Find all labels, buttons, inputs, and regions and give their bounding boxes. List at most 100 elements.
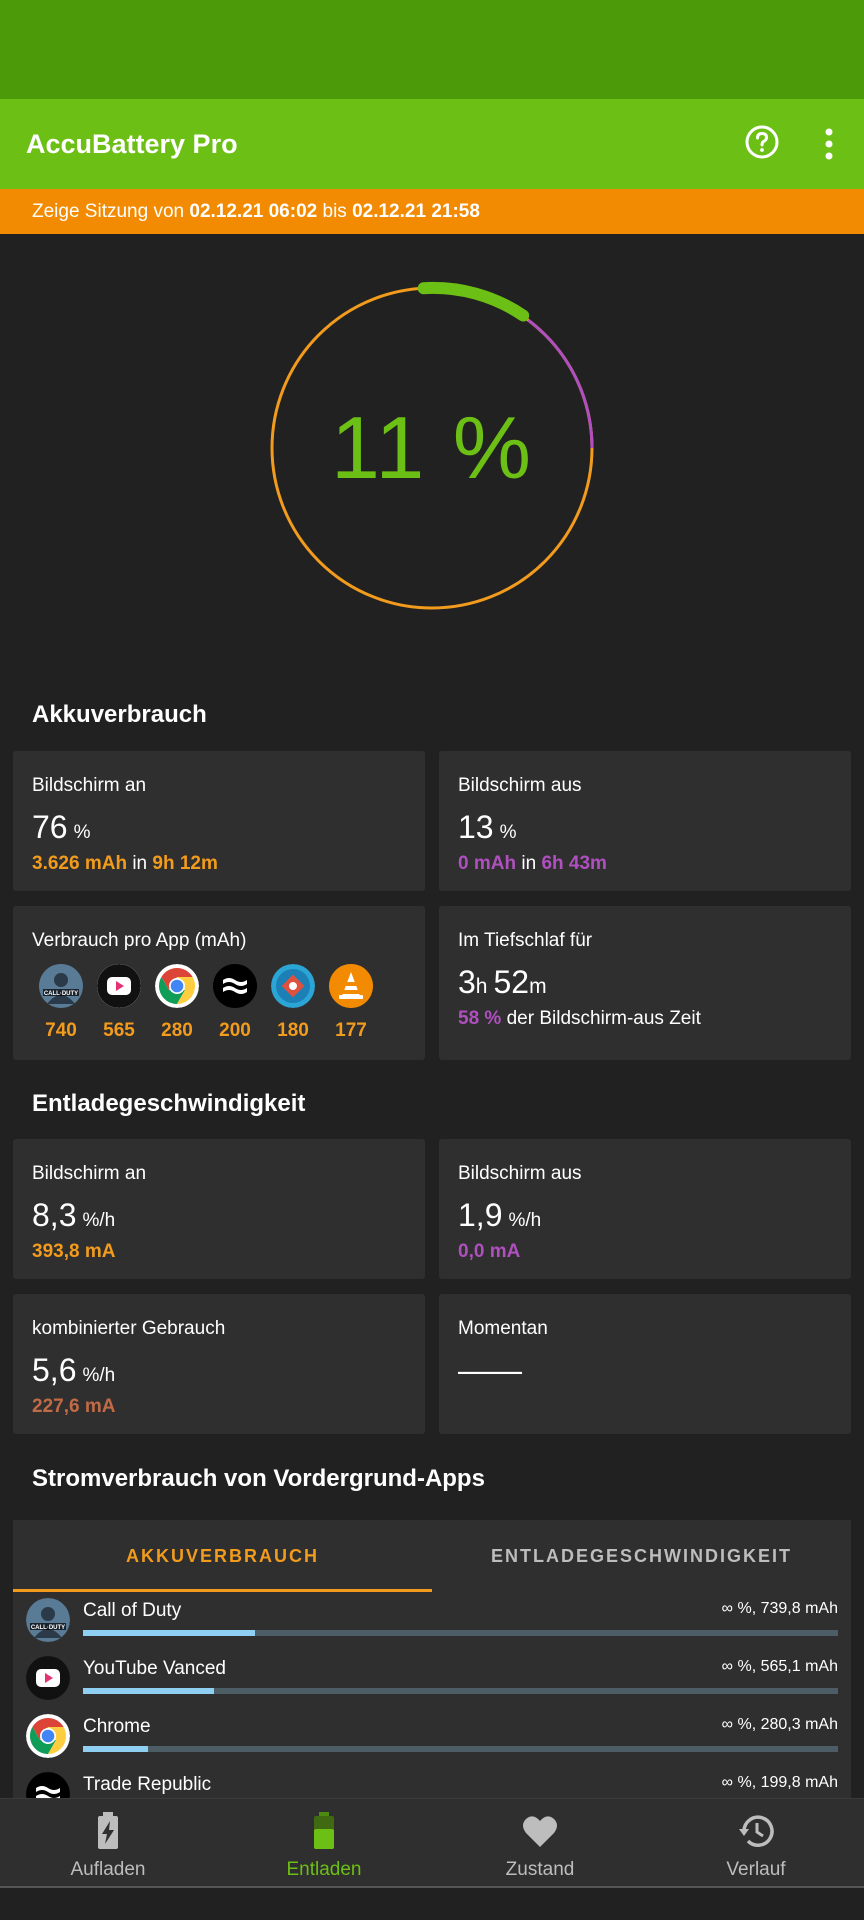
chrome-icon[interactable]	[155, 964, 199, 1008]
card-sub: 227,6 mA	[32, 1396, 116, 1417]
app-usage: ∞ %, 280,3 mAh	[721, 1716, 838, 1733]
list-item[interactable]: CALL·DUTY Call of Duty ∞ %, 739,8 mAh	[13, 1592, 851, 1650]
nav-verlauf[interactable]: Verlauf	[648, 1799, 864, 1889]
app-icons-row: CALL·DUTY 740 565 280 200 180	[32, 964, 380, 1042]
discharge-screen-off-card[interactable]: Bildschirm aus 1,9 %/h 0,0 mA	[439, 1139, 851, 1279]
card-label: Bildschirm an	[32, 775, 147, 796]
card-label: Momentan	[458, 1318, 548, 1339]
battery-charging-icon	[98, 1812, 118, 1849]
usage-bar-fill	[83, 1630, 256, 1636]
session-prefix: Zeige Sitzung von	[32, 201, 190, 222]
discharge-current-card[interactable]: Momentan ——	[439, 1294, 851, 1434]
app-usage: ∞ %, 565,1 mAh	[721, 1658, 838, 1675]
gesture-area	[0, 1888, 864, 1920]
session-from: 02.12.21 06:02	[189, 201, 318, 222]
app-bar: AccuBattery Pro	[0, 99, 864, 189]
trade-republic-icon	[26, 1772, 70, 1798]
youtube-vanced-icon[interactable]	[97, 964, 141, 1008]
usage-bar	[83, 1688, 838, 1694]
app-name: YouTube Vanced	[83, 1658, 226, 1679]
card-label: Bildschirm aus	[458, 775, 582, 796]
foreground-tabs: AKKUVERBRAUCH ENTLADEGESCHWINDIGKEIT	[13, 1520, 851, 1592]
list-item[interactable]: YouTube Vanced ∞ %, 565,1 mAh	[13, 1650, 851, 1708]
foreground-section-title: Stromverbrauch von Vordergrund-Apps	[32, 1465, 485, 1492]
session-to: 02.12.21 21:58	[352, 201, 480, 222]
app-usage-value: 280	[161, 1020, 193, 1041]
history-icon	[739, 1815, 774, 1847]
vlc-icon[interactable]	[329, 964, 373, 1008]
app-usage: ∞ %, 199,8 mAh	[721, 1774, 838, 1791]
app-usage-value: 565	[103, 1020, 135, 1041]
nav-label: Entladen	[286, 1859, 362, 1880]
foreground-app-list: CALL·DUTY Call of Duty ∞ %, 739,8 mAh Yo…	[13, 1592, 851, 1798]
bottom-navigation: Aufladen Entladen Zustand Verlauf	[0, 1798, 864, 1888]
tab-entladegeschwindigkeit[interactable]: ENTLADEGESCHWINDIGKEIT	[490, 1546, 792, 1566]
usage-bar-fill	[83, 1746, 148, 1752]
heart-icon	[523, 1816, 557, 1847]
app-usage-value: 200	[219, 1020, 251, 1041]
app-usage-value: 180	[277, 1020, 309, 1041]
discharge-combined-card[interactable]: kombinierter Gebrauch 5,6 %/h 227,6 mA	[13, 1294, 425, 1434]
usage-bar	[83, 1630, 838, 1636]
battery-gauge	[270, 281, 594, 610]
gauge-percent: 11 %	[330, 398, 534, 497]
status-bar	[0, 0, 864, 99]
card-label: Bildschirm an	[32, 1163, 147, 1184]
card-sub: 3.626 mAh in 9h 12m	[32, 853, 218, 874]
app-usage-value: 740	[45, 1020, 77, 1041]
usage-bar	[83, 1746, 838, 1752]
card-value: 76%	[32, 809, 91, 845]
deep-sleep-duration: 3h 52m	[458, 964, 547, 1000]
nav-aufladen[interactable]: Aufladen	[0, 1799, 216, 1889]
card-value: 5,6 %/h	[32, 1352, 116, 1388]
call-of-duty-icon: CALL·DUTY	[26, 1598, 70, 1642]
app-usage-value: 177	[335, 1020, 367, 1041]
deep-sleep-card[interactable]: Im Tiefschlaf für 3h 52m 58 % der Bildsch…	[439, 906, 851, 1060]
card-label: Verbrauch pro App (mAh)	[32, 930, 247, 951]
svg-text:CALL·DUTY: CALL·DUTY	[44, 991, 78, 997]
card-sub: 393,8 mA	[32, 1241, 116, 1262]
usage-screen-on-card[interactable]: Bildschirm an 76% 3.626 mAh in 9h 12m	[13, 751, 425, 891]
app-name: Call of Duty	[83, 1600, 182, 1621]
youtube-vanced-icon	[26, 1656, 70, 1700]
discharge-section-title: Entladegeschwindigkeit	[32, 1090, 306, 1117]
app-title: AccuBattery Pro	[26, 129, 238, 159]
app-name: Chrome	[83, 1716, 151, 1737]
more-vert-icon[interactable]	[814, 124, 844, 164]
list-item[interactable]: Chrome ∞ %, 280,3 mAh	[13, 1708, 851, 1766]
session-banner[interactable]: Zeige Sitzung von 02.12.21 06:02 bis 02.…	[0, 189, 864, 234]
usage-bar-fill	[83, 1688, 215, 1694]
deep-sleep-share: 58 % der Bildschirm-aus Zeit	[458, 1008, 701, 1029]
help-circle-icon[interactable]	[744, 124, 780, 160]
nav-divider	[0, 1886, 864, 1888]
app-icon-blue[interactable]	[271, 964, 315, 1008]
card-sub: 0,0 mA	[458, 1241, 521, 1262]
card-value: 1,9 %/h	[458, 1197, 542, 1233]
svg-text:CALL·DUTY: CALL·DUTY	[31, 1625, 65, 1631]
list-item[interactable]: Trade Republic ∞ %, 199,8 mAh	[13, 1766, 851, 1798]
nav-label: Zustand	[505, 1859, 575, 1880]
session-mid: bis	[317, 201, 353, 222]
tab-akkuverbrauch[interactable]: AKKUVERBRAUCH	[13, 1520, 432, 1592]
usage-section-title: Akkuverbrauch	[32, 701, 207, 728]
discharge-screen-on-card[interactable]: Bildschirm an 8,3 %/h 393,8 mA	[13, 1139, 425, 1279]
usage-screen-off-card[interactable]: Bildschirm aus 13% 0 mAh in 6h 43m	[439, 751, 851, 891]
app-usage: ∞ %, 739,8 mAh	[721, 1600, 838, 1617]
app-name: Trade Republic	[83, 1774, 212, 1795]
chrome-icon	[26, 1714, 70, 1758]
battery-icon	[314, 1812, 334, 1849]
nav-entladen[interactable]: Entladen	[216, 1799, 432, 1889]
nav-label: Verlauf	[726, 1859, 786, 1880]
nav-label: Aufladen	[70, 1859, 146, 1880]
trade-republic-icon[interactable]	[213, 964, 257, 1008]
card-value: 13%	[458, 809, 517, 845]
per-app-usage-card[interactable]: Verbrauch pro App (mAh) CALL·DUTY 740 56…	[13, 906, 425, 1060]
card-value: 8,3 %/h	[32, 1197, 116, 1233]
card-label: Im Tiefschlaf für	[458, 930, 593, 951]
card-label: Bildschirm aus	[458, 1163, 582, 1184]
card-label: kombinierter Gebrauch	[32, 1318, 226, 1339]
card-value: ——	[458, 1352, 522, 1388]
nav-zustand[interactable]: Zustand	[432, 1799, 648, 1889]
call-of-duty-icon[interactable]: CALL·DUTY	[39, 964, 83, 1008]
card-sub: 0 mAh in 6h 43m	[458, 853, 607, 874]
